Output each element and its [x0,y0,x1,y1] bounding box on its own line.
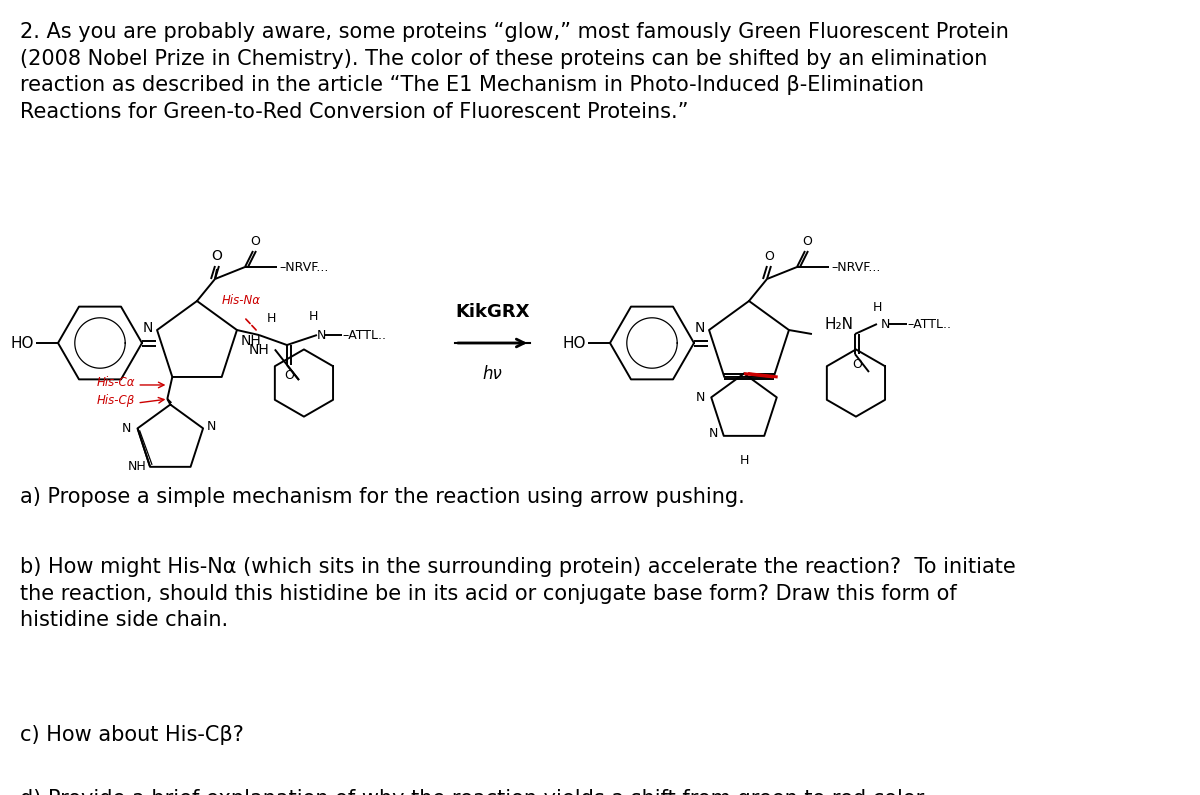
Text: 2. As you are probably aware, some proteins “glow,” most famously Green Fluoresc: 2. As you are probably aware, some prote… [20,22,1009,122]
Text: N: N [696,391,706,404]
Text: NH: NH [241,334,262,348]
Text: KikGRX: KikGRX [455,303,529,321]
Text: –ATTL..: –ATTL.. [907,317,950,331]
Text: hν: hν [482,365,503,383]
Text: –NRVF...: –NRVF... [830,261,881,273]
Text: H: H [739,455,749,467]
Text: N: N [143,321,154,335]
Text: O: O [852,358,862,371]
Text: N: N [122,422,132,435]
Text: N: N [695,321,706,335]
Text: NH: NH [248,343,269,357]
Text: –ATTL..: –ATTL.. [342,328,386,342]
Text: HO: HO [563,335,586,351]
Text: b) How might His-Nα (which sits in the surrounding protein) accelerate the react: b) How might His-Nα (which sits in the s… [20,557,1015,630]
Text: H: H [308,310,318,323]
Text: NH: NH [127,460,146,473]
Text: N: N [881,317,890,331]
Text: His-Cα: His-Cα [97,377,136,390]
Text: O: O [250,235,260,248]
Text: His-Cβ: His-Cβ [97,394,136,408]
Text: H: H [266,312,276,325]
Text: O: O [211,249,222,263]
Text: H: H [872,301,882,314]
Text: His-Nα: His-Nα [222,294,260,307]
Text: O: O [284,369,294,382]
Text: N: N [208,420,216,432]
Text: H₂N: H₂N [824,316,854,332]
Text: O: O [764,250,774,263]
Text: HO: HO [11,335,34,351]
Text: N: N [708,428,718,440]
Text: –NRVF...: –NRVF... [278,261,329,273]
Text: a) Propose a simple mechanism for the reaction using arrow pushing.: a) Propose a simple mechanism for the re… [20,487,745,507]
Text: c) How about His-Cβ?: c) How about His-Cβ? [20,725,244,745]
Text: O: O [802,235,812,248]
Text: d) Provide a brief explanation of why the reaction yields a shift from green to : d) Provide a brief explanation of why th… [20,789,929,795]
Text: N: N [317,328,326,342]
